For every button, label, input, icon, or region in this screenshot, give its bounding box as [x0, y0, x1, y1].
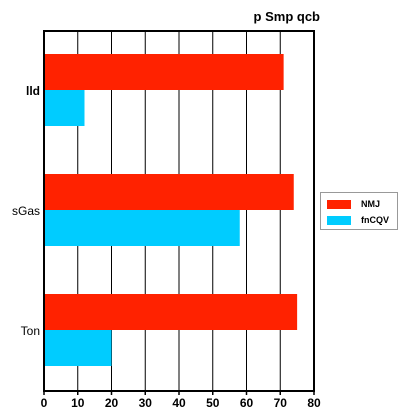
x-tick-label: 60 — [240, 396, 254, 410]
x-tick-label: 10 — [71, 396, 85, 410]
legend-item-fncqv: fnCQV — [327, 213, 389, 227]
bar-NMJ-Ton — [44, 294, 298, 330]
y-tick-label: Ton — [21, 324, 40, 338]
legend-item-nmj: NMJ — [327, 197, 380, 211]
legend-swatch-fncqv — [327, 215, 351, 225]
bar-fnCQV-lld — [44, 90, 85, 126]
x-tick-label: 50 — [206, 396, 220, 410]
bar-fnCQV-sGas — [44, 210, 240, 246]
x-tick-label: 30 — [139, 396, 153, 410]
legend: NMJ fnCQV — [320, 192, 398, 230]
x-tick-label: 80 — [307, 396, 321, 410]
bar-NMJ-sGas — [44, 174, 294, 210]
legend-label-nmj: NMJ — [361, 199, 381, 209]
bar-NMJ-lld — [44, 54, 284, 90]
bar-fnCQV-Ton — [44, 330, 112, 366]
y-tick-label: lld — [26, 84, 40, 98]
legend-swatch-nmj — [327, 199, 351, 209]
x-tick-label: 20 — [105, 396, 119, 410]
legend-label-fncqv: fnCQV — [361, 215, 389, 225]
x-tick-label: 70 — [274, 396, 288, 410]
x-tick-label: 40 — [172, 396, 186, 410]
y-tick-label: sGas — [12, 204, 40, 218]
x-tick-label: 0 — [41, 396, 48, 410]
chart-title: p Smp qcb — [253, 9, 320, 24]
